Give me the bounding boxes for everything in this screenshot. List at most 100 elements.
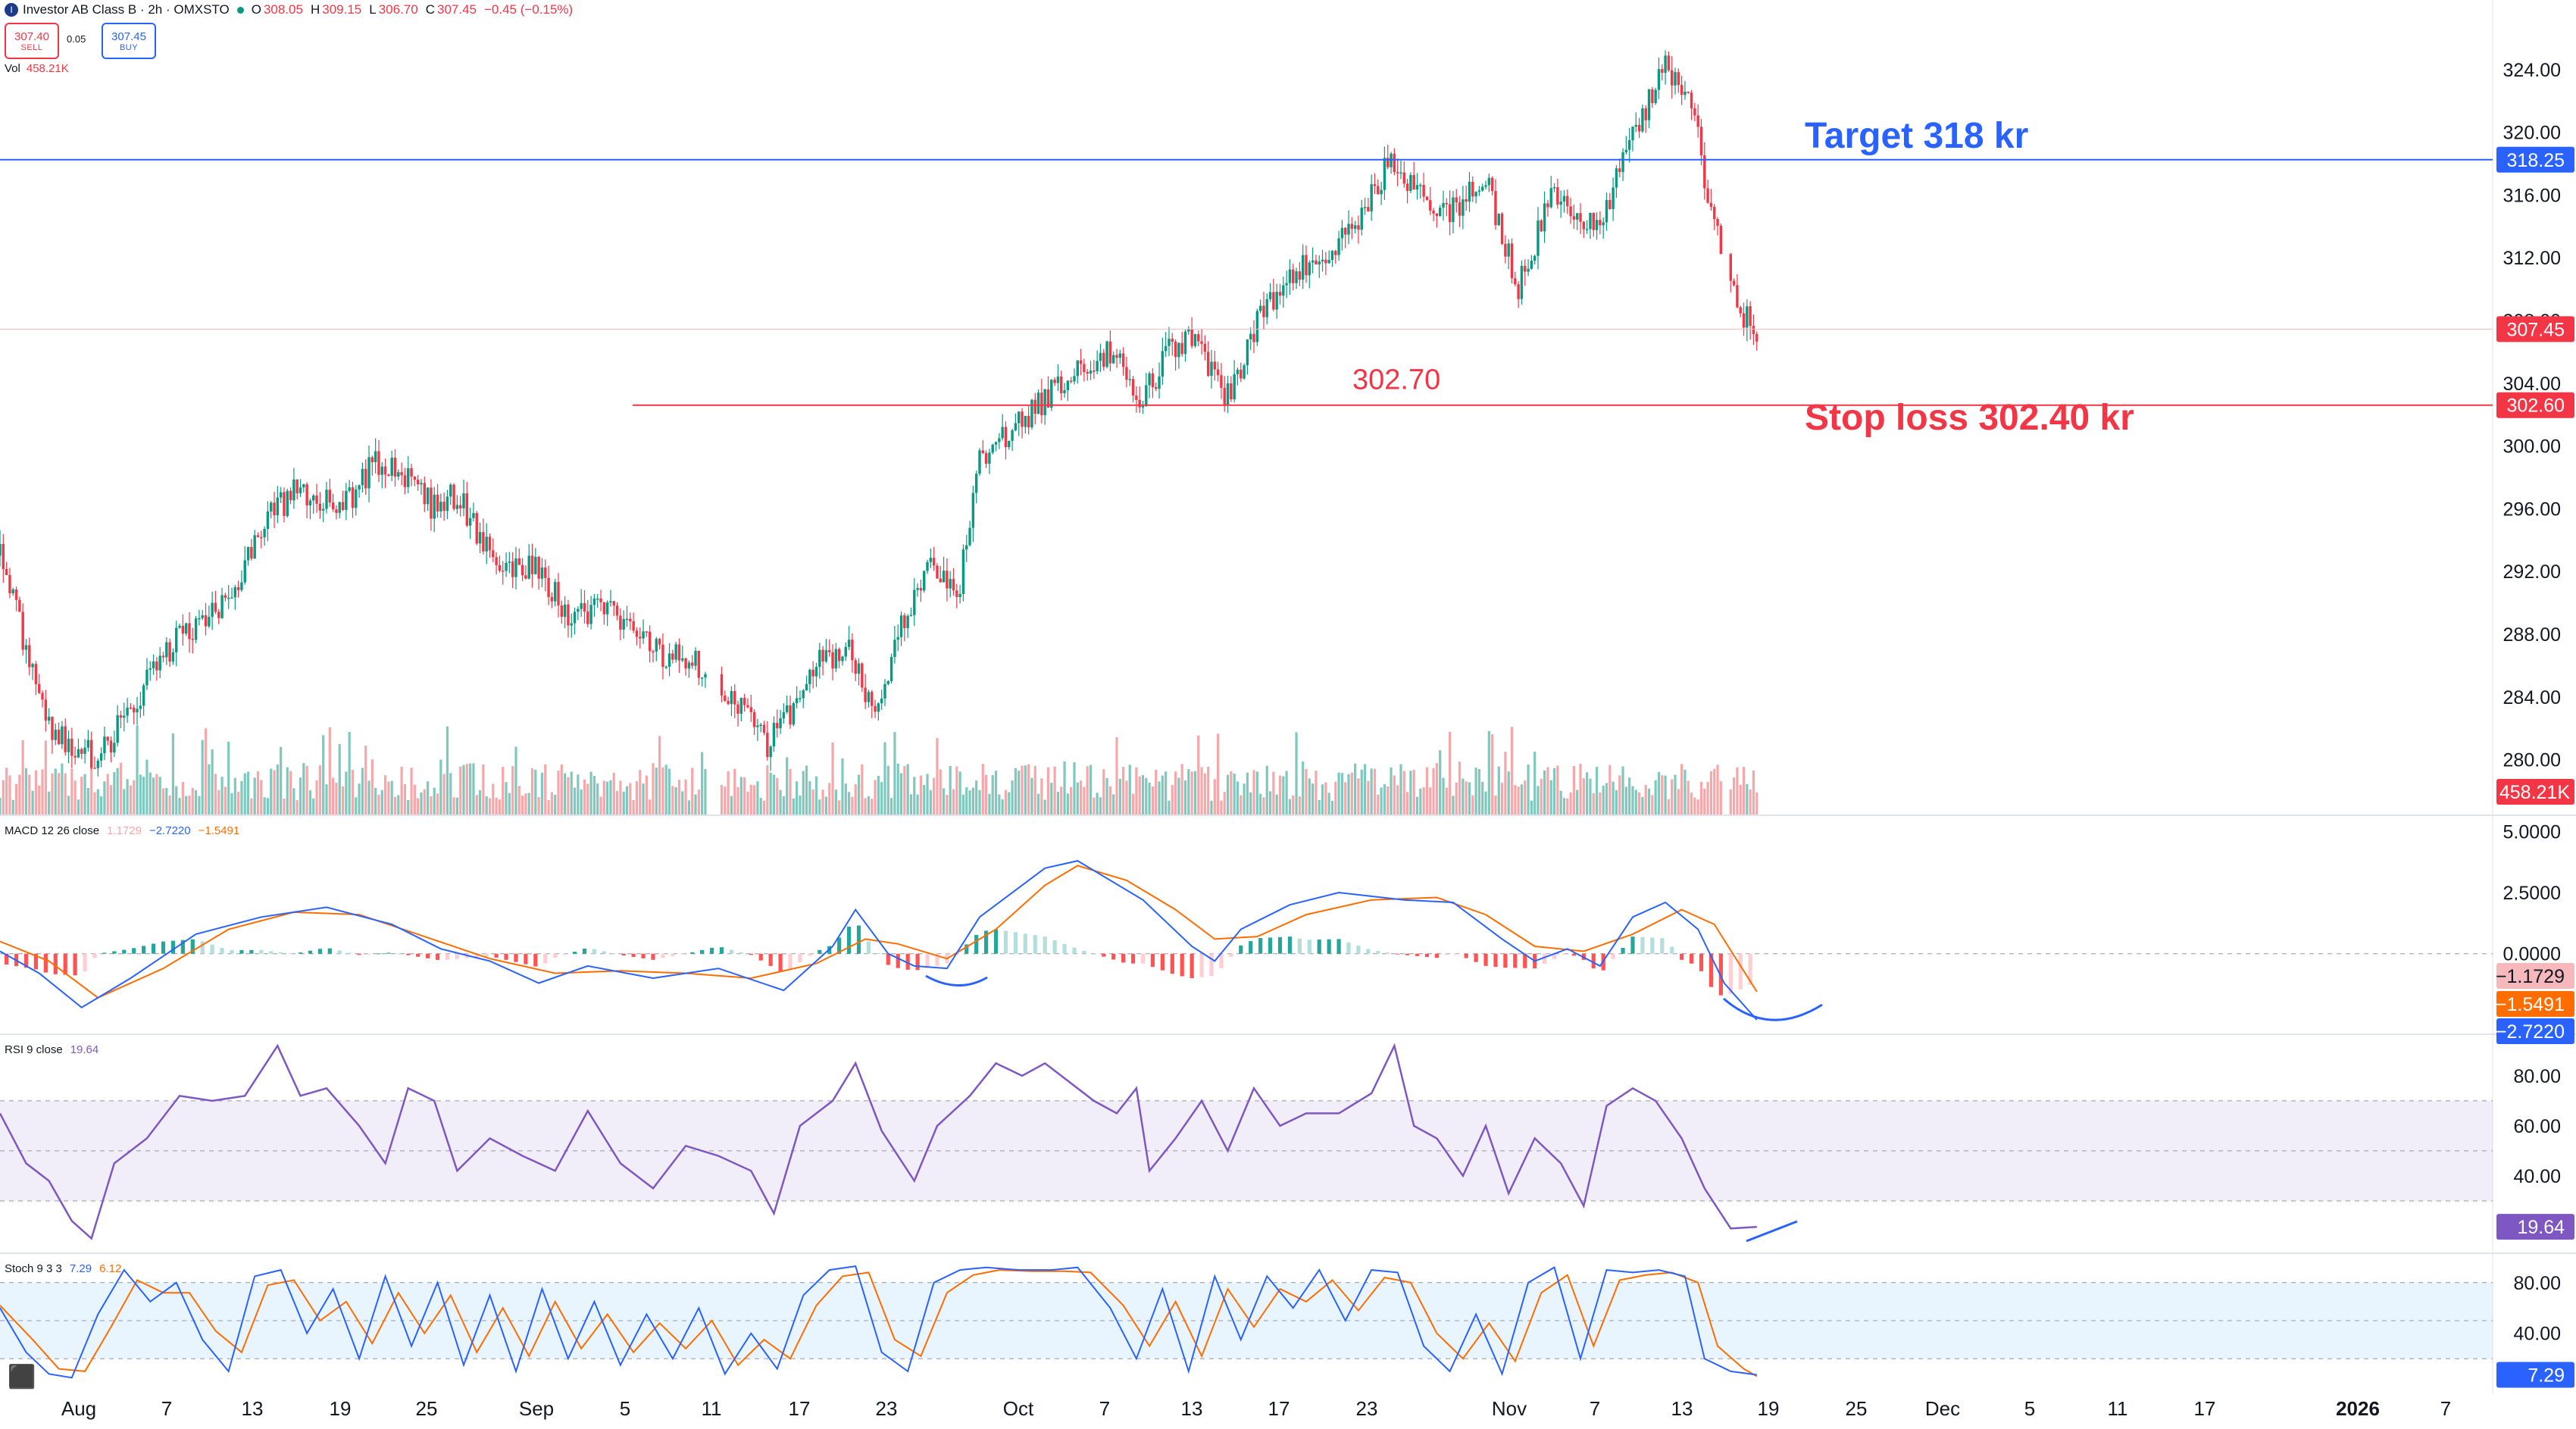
price-tick-label: 300.00 [2503,436,2561,458]
macd-histogram-bar [1464,953,1468,958]
volume-bar [374,787,377,815]
candle-body [883,683,886,699]
symbol-legend[interactable]: I Investor AB Class B · 2h · OMXSTO O 30… [5,0,580,20]
volume-bar [204,728,208,815]
candle-body [896,636,899,640]
time-tick-label: 2026 [2336,1397,2380,1420]
buy-label: BUY [119,42,139,52]
volume-bar [1174,771,1177,815]
candle-body [478,532,482,544]
volume-bar [1236,781,1240,815]
macd-histogram-bar [1630,937,1635,954]
candle-body [1425,196,1429,201]
macd-histogram-bar [1346,942,1351,954]
macd-histogram-bar [993,929,999,954]
volume-bar [886,765,889,815]
candle-body [926,561,929,571]
rsi-tick-label: 40.00 [2513,1166,2561,1187]
macd-histogram-bar [1072,947,1077,954]
candle-body [547,577,550,597]
stoch-legend[interactable]: Stoch 9 3 3 7.29 6.12 [5,1262,129,1275]
buy-button[interactable]: 307.45 BUY [102,23,156,59]
candle-body [1494,191,1497,226]
candle-body [57,730,61,745]
candle-body [416,480,420,485]
volume-bar [756,781,759,815]
volume-bar [21,740,24,815]
candle-body [1079,360,1083,364]
candle-body [1736,285,1739,308]
volume-bar [188,796,191,815]
candle-body [0,543,2,556]
sell-button[interactable]: 307.40 SELL [5,23,59,59]
macd-histogram-bar [602,951,606,954]
volume-bar [1292,796,1295,815]
tradingview-logo-icon[interactable]: ⬛ [8,1365,36,1390]
time-tick-label: 13 [242,1397,264,1420]
volume-bar [462,765,465,815]
rsi-legend[interactable]: RSI 9 close 19.64 [5,1043,106,1056]
candle-body [602,602,606,614]
volume-bar [1510,727,1514,815]
candle-body [445,496,449,511]
volume-legend[interactable]: Vol 458.21K [5,62,69,75]
rsi-label-box [2496,1214,2574,1240]
volume-bar [952,789,955,815]
candle-body [1089,371,1093,374]
volume-bar [452,797,455,815]
volume-bar [883,742,886,815]
candle-body [1327,260,1330,264]
volume-bar [1056,792,1060,815]
candle-body [1200,341,1203,344]
volume-bar [942,788,946,815]
candle-body [24,645,28,650]
candle-body [89,740,93,768]
stoch-d-value: 6.12 [99,1262,122,1275]
macd-line [0,860,1758,1021]
candle-body [694,651,697,666]
volume-bar [332,777,335,815]
volume-bar [1621,766,1624,815]
volume-bar [625,786,629,815]
volume-bar [315,780,318,815]
macd-histogram-bar [621,953,626,955]
ohlc-change-value: −0.45 (−0.15%) [483,2,574,17]
macd-histogram-bar [1640,937,1645,954]
volume-bar [916,794,919,815]
volume-bar [1226,774,1230,815]
macd-legend[interactable]: MACD 12 26 close 1.1729 −2.7220 −1.5491 [5,824,247,837]
candle-body [1151,373,1155,387]
volume-bar [896,763,899,815]
volume-bar [1350,772,1353,815]
candle-body [455,505,459,509]
candle-body [77,749,80,758]
candle-body [96,760,99,768]
candle-body [828,650,831,652]
candle-body [1566,195,1569,207]
candle-body [978,450,981,474]
candle-body [674,644,677,660]
candle-body [420,483,423,485]
volume-bar [1435,763,1438,815]
volume-bar [233,777,236,815]
volume-bar [1141,774,1145,815]
symbol-title[interactable]: Investor AB Class B · 2h · OMXSTO [23,2,230,17]
volume-value: 458.21K [26,62,69,75]
volume-bar [28,774,31,815]
volume-bar [1311,783,1315,815]
volume-bar [191,787,194,815]
macd-histogram-bar [347,952,352,954]
candle-body [697,651,701,678]
volume-bar [1138,776,1141,815]
macd-histogram-bar [592,949,597,954]
macd-histogram-bar [249,949,254,954]
volume-bar [1161,775,1164,815]
macd-histogram-bar [690,952,695,954]
macd-tick-label: 5.0000 [2503,821,2561,843]
volume-bar [530,768,534,815]
volume-bar [1402,771,1405,815]
volume-bar [161,788,165,815]
volume-bar [919,775,923,815]
